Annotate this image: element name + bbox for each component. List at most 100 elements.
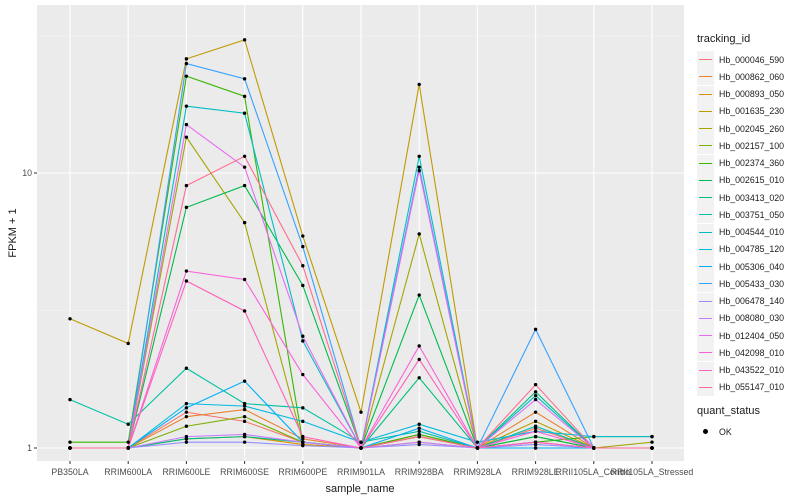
legend-items: Hb_000046_590 Hb_000862_060 Hb_000893_050 H… [697,51,797,396]
data-point [475,446,480,450]
legend-item: Hb_002045_260 [697,120,797,138]
legend-item-ok: OK [697,423,760,440]
data-point [184,183,189,188]
legend-line-swatch [699,352,712,354]
legend-tracking-id: tracking_id Hb_000046_590 Hb_000862_060 Hb… [697,33,797,396]
data-point [184,57,189,61]
data-point [242,432,247,437]
data-point [417,434,421,439]
legend-item-label: Hb_002157_100 [719,140,785,151]
data-point [68,440,72,444]
x-tick-label: PB350LA [51,467,88,477]
data-point [533,446,538,450]
data-point [417,168,421,173]
data-point [126,446,130,450]
legend-item-label: Hb_002374_360 [719,158,785,169]
data-point [184,414,189,419]
legend-line-swatch [699,59,712,61]
x-tick-label: RRIM600LE [162,467,210,477]
legend-key [697,154,714,172]
data-point [184,74,189,78]
data-point [126,422,130,426]
legend-item-label: Hb_055147_010 [719,382,785,393]
legend-key [697,68,714,86]
legend-item-label: Hb_000862_060 [719,71,785,82]
legend-line-swatch [699,317,712,319]
data-point [242,277,247,282]
data-point [359,410,363,414]
legend-key [697,275,714,293]
data-point [359,446,363,450]
legend-item-label: Hb_001635_230 [719,106,785,117]
data-point [533,440,538,444]
x-tick-label: RRIM901LA [337,467,385,477]
data-point [184,366,189,370]
data-point [417,293,421,297]
legend-line-swatch [699,248,712,250]
data-point [301,434,305,439]
legend-line-swatch [699,76,712,78]
legend-item: Hb_008080_030 [697,309,797,327]
data-point [533,434,538,439]
data-point [533,393,538,398]
data-point [301,339,305,343]
legend-line-swatch [699,335,712,337]
legend-line-swatch [699,145,712,147]
data-point [417,165,421,169]
data-point [126,440,130,444]
data-point [533,327,538,332]
legend-key [697,137,714,155]
legend-key [697,223,714,241]
x-tick-label: RRII105LA_Stressed [611,467,694,477]
legend-item: Hb_002157_100 [697,137,797,155]
data-point [242,38,247,42]
legend-item: Hb_000893_050 [697,85,797,103]
legend-item: Hb_012404_050 [697,327,797,345]
legend-item-label: Hb_042098_010 [719,347,785,358]
legend-title: tracking_id [697,33,751,45]
data-point [417,154,421,159]
legend-item: Hb_042098_010 [697,344,797,362]
data-point [417,426,421,430]
data-point [650,434,654,439]
data-point [533,429,538,434]
data-point [184,401,189,406]
legend-item-label: Hb_004785_120 [719,244,785,255]
legend-line-swatch [699,283,712,285]
data-point [417,82,421,87]
legend-line-swatch [699,162,712,164]
data-point [650,446,654,450]
legend-item-label: OK [719,426,732,437]
data-point [417,232,421,236]
point-icon [697,423,714,440]
legend-key [697,258,714,276]
data-point [301,244,305,249]
data-point [301,419,305,424]
legend-key [697,240,714,258]
data-point [475,440,480,444]
data-point [184,205,189,210]
data-point [68,397,72,402]
data-point [417,422,421,426]
y-tick-label: 10 [22,168,32,178]
legend-item-label: Hb_000046_590 [719,54,785,65]
data-point [533,419,538,424]
legend-item-label: Hb_003413_020 [719,192,785,203]
data-point [242,404,247,408]
legend-key [697,171,714,189]
data-point [242,220,247,225]
data-point [301,334,305,338]
legend-key [697,85,714,103]
data-point [242,407,247,412]
legend-item: Hb_004785_120 [697,240,797,258]
data-point [184,104,189,108]
legend-line-swatch [699,369,712,371]
legend-item-label: Hb_005306_040 [719,261,785,272]
legend-quant-status: quant_status OK [697,405,760,440]
data-point [533,382,538,387]
x-tick-label: RRII105LA_Control [556,467,632,477]
legend-item: Hb_005433_030 [697,275,797,293]
legend-key [697,309,714,327]
data-point [533,410,538,414]
legend-item: Hb_000862_060 [697,68,797,86]
